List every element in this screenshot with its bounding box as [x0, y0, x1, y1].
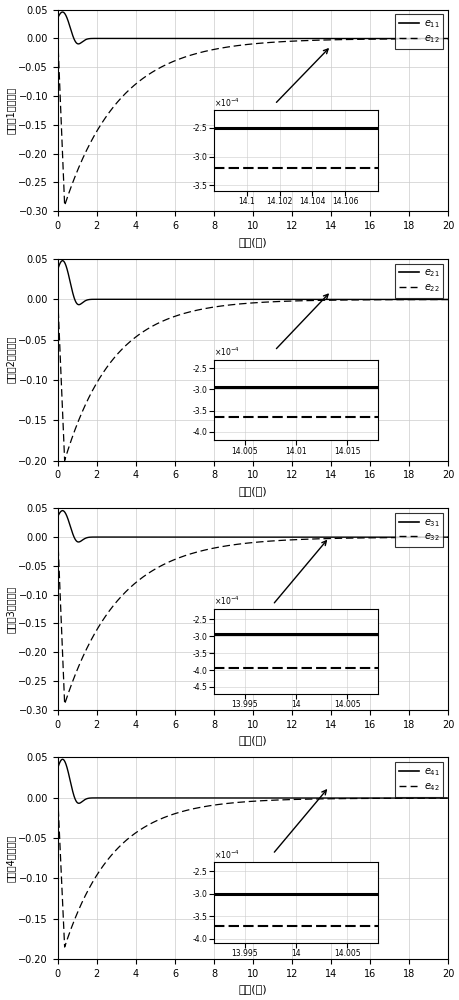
Y-axis label: 机械脂2跟踪误差: 机械脂2跟踪误差 — [6, 336, 16, 383]
X-axis label: 时间(秒): 时间(秒) — [238, 735, 267, 745]
Y-axis label: 机械脂1跟踪误差: 机械脂1跟踪误差 — [6, 87, 16, 134]
X-axis label: 时间(秒): 时间(秒) — [238, 486, 267, 496]
X-axis label: 时间(秒): 时间(秒) — [238, 237, 267, 247]
Y-axis label: 机械脂4跟踪误差: 机械脂4跟踪误差 — [6, 835, 16, 882]
Y-axis label: 机械脂3跟踪误差: 机械脂3跟踪误差 — [6, 585, 16, 633]
Legend: $e_{{11}}$, $e_{{12}}$: $e_{{11}}$, $e_{{12}}$ — [394, 14, 442, 49]
X-axis label: 时间(秒): 时间(秒) — [238, 984, 267, 994]
Legend: $e_{{41}}$, $e_{{42}}$: $e_{{41}}$, $e_{{42}}$ — [394, 762, 442, 797]
Legend: $e_{{21}}$, $e_{{22}}$: $e_{{21}}$, $e_{{22}}$ — [394, 264, 442, 298]
Legend: $e_{{31}}$, $e_{{32}}$: $e_{{31}}$, $e_{{32}}$ — [394, 513, 442, 547]
